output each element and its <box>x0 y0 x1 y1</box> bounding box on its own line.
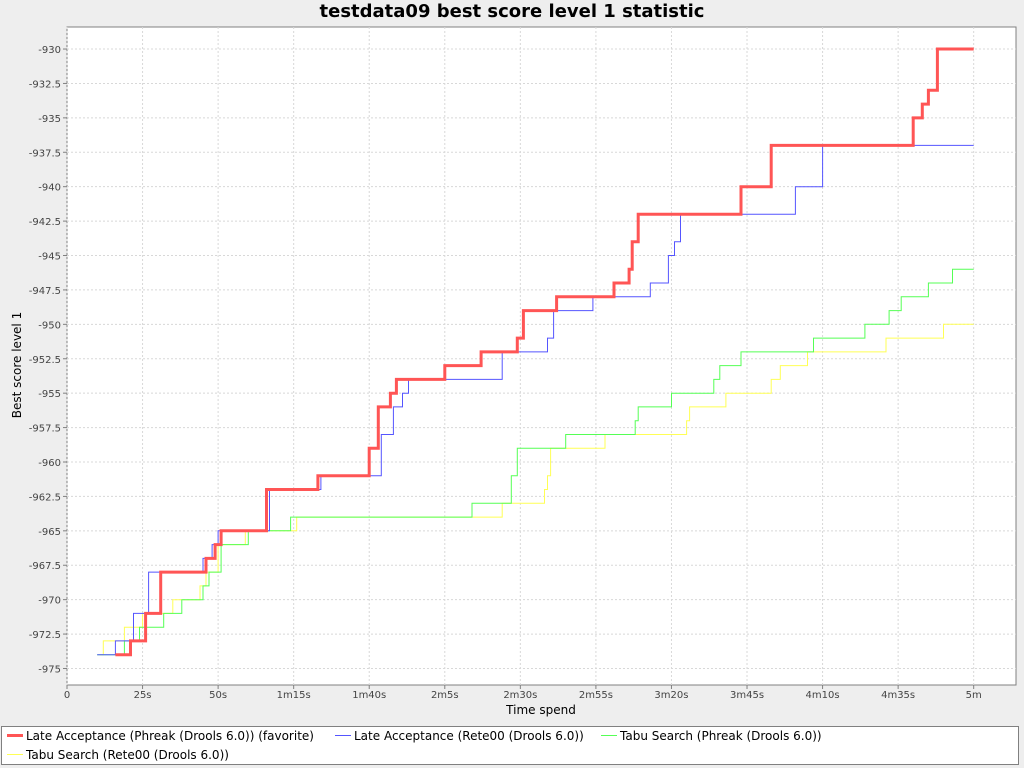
legend-label-ts-phreak: Tabu Search (Phreak (Drools 6.0)) <box>620 729 822 743</box>
x-tick-label: 4m10s <box>806 690 840 701</box>
x-tick-label: 2m30s <box>503 690 537 701</box>
legend: Late Acceptance (Phreak (Drools 6.0)) (f… <box>1 726 1019 765</box>
legend-item-la-rete: Late Acceptance (Rete00 (Drools 6.0)) <box>332 727 584 746</box>
x-tick-label: 50s <box>209 690 227 701</box>
chart-svg: -930 -932.5 -935 -937.5 -940 -942.5 -945 -947.5… <box>10 26 1017 717</box>
x-tick-label: 4m35s <box>881 690 915 701</box>
x-axis-label: Time spend <box>505 703 576 717</box>
y-tick-label: -932.5 <box>29 79 61 90</box>
x-tick-label: 1m40s <box>352 690 386 701</box>
x-tick-label: 3m20s <box>654 690 688 701</box>
x-tick-label: 25s <box>134 690 152 701</box>
y-tick-label: -965 <box>38 527 61 538</box>
x-tick-label: 1m15s <box>277 690 311 701</box>
y-tick-label: -952.5 <box>29 355 61 366</box>
x-tick-label: 0 <box>64 690 70 701</box>
y-tick-label: -935 <box>38 114 61 125</box>
series-ts-phreak <box>97 268 974 656</box>
axis-layer: -930 -932.5 -935 -937.5 -940 -942.5 -945 -947.5… <box>29 45 982 701</box>
legend-swatch-la-rete <box>335 735 351 736</box>
legend-item-ts-phreak: Tabu Search (Phreak (Drools 6.0)) <box>598 727 822 746</box>
y-tick-label: -940 <box>38 183 61 194</box>
series-ts-rete <box>100 323 974 656</box>
x-tick-label: 5m <box>966 690 982 701</box>
y-tick-label: -970 <box>38 596 61 607</box>
legend-swatch-ts-phreak <box>601 735 617 736</box>
y-tick-label: -950 <box>38 320 61 331</box>
x-tick-label: 2m5s <box>431 690 459 701</box>
legend-item-ts-rete: Tabu Search (Rete00 (Drools 6.0)) <box>4 746 229 765</box>
legend-swatch-ts-rete <box>7 754 23 755</box>
y-tick-label: -962.5 <box>29 492 61 503</box>
y-tick-label: -975 <box>38 664 61 675</box>
grid-layer <box>66 27 1016 685</box>
legend-item-la-phreak: Late Acceptance (Phreak (Drools 6.0)) (f… <box>4 727 314 746</box>
legend-swatch-la-phreak <box>7 734 23 737</box>
x-tick-label: 3m45s <box>730 690 764 701</box>
series-la-phreak <box>115 47 974 657</box>
legend-label-la-phreak: Late Acceptance (Phreak (Drools 6.0)) (f… <box>26 729 314 743</box>
series-la-rete <box>97 144 974 656</box>
series-layer <box>97 47 974 657</box>
y-tick-label: -955 <box>38 389 61 400</box>
y-tick-label: -967.5 <box>29 561 61 572</box>
y-tick-label: -942.5 <box>29 217 61 228</box>
plot-area <box>66 26 1017 686</box>
y-tick-label: -945 <box>38 252 61 263</box>
chart-title: testdata09 best score level 1 statistic <box>319 1 705 22</box>
y-tick-label: -937.5 <box>29 148 61 159</box>
y-axis-label: Best score level 1 <box>10 312 24 418</box>
y-tick-label: -930 <box>38 45 61 56</box>
x-tick-label: 2m55s <box>579 690 613 701</box>
legend-label-ts-rete: Tabu Search (Rete00 (Drools 6.0)) <box>26 748 229 762</box>
y-tick-label: -947.5 <box>29 286 61 297</box>
legend-label-la-rete: Late Acceptance (Rete00 (Drools 6.0)) <box>354 729 584 743</box>
y-tick-label: -972.5 <box>29 630 61 641</box>
y-tick-label: -957.5 <box>29 424 61 435</box>
y-tick-label: -960 <box>38 458 61 469</box>
